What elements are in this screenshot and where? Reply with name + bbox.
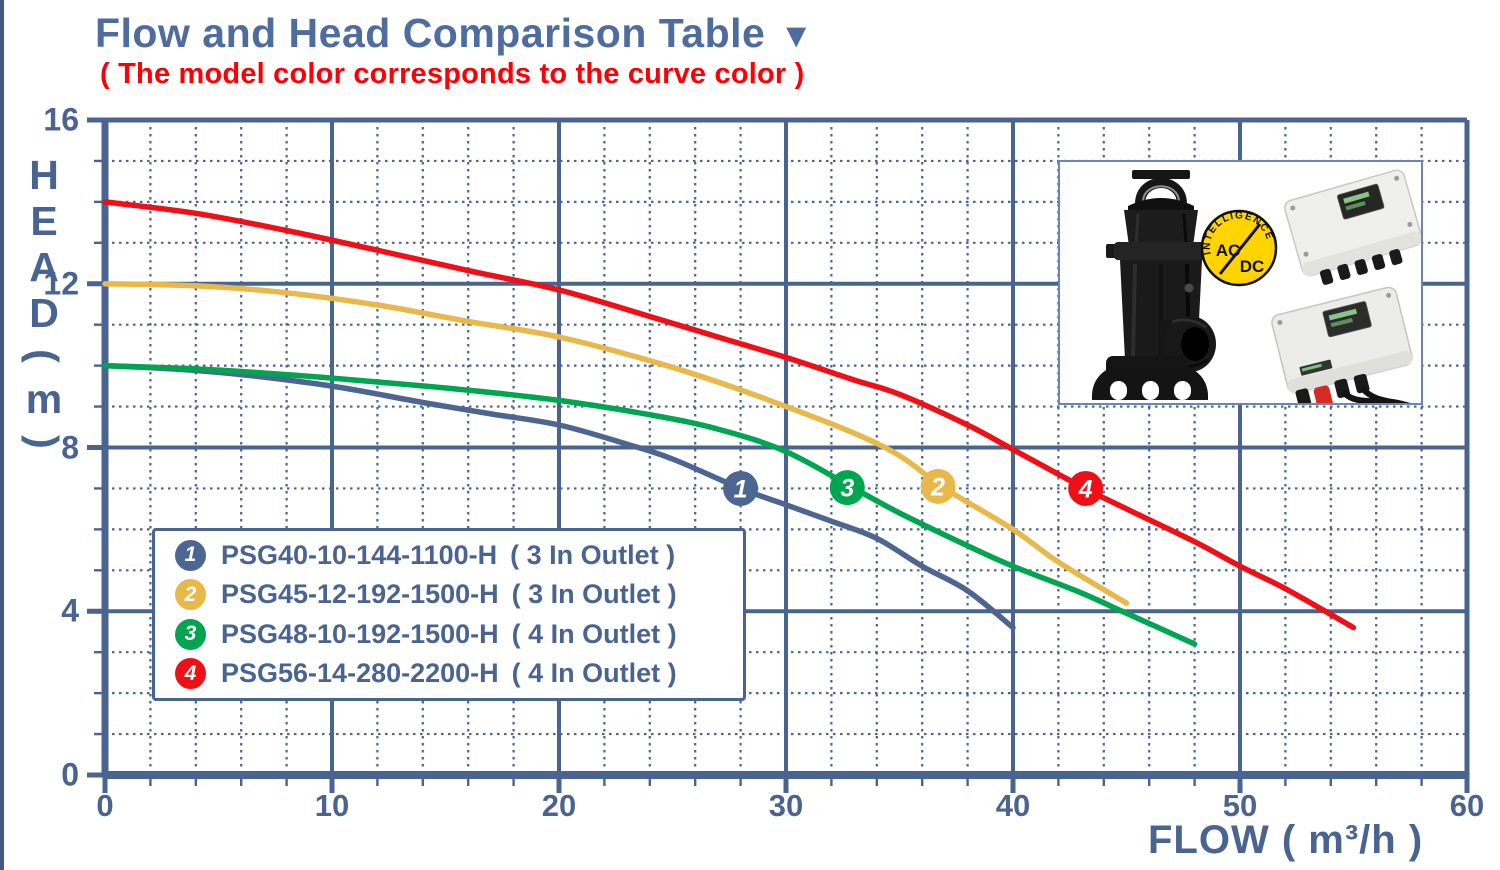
- y-tick-label-4: 4: [61, 592, 79, 629]
- y-axis-label: H E A D ( m): [16, 152, 72, 462]
- legend-marker-4-icon: 4: [175, 658, 206, 690]
- y-tick-label-12: 12: [43, 265, 79, 302]
- legend-label: PSG40-10-144-1100-H( 3 In Outlet ): [221, 539, 676, 570]
- acdc-intelligence-badge: INTELLIGENCE AC DC: [1200, 209, 1278, 287]
- curve-marker-number: 4: [1078, 475, 1093, 503]
- curve-PSG40-10-144-1100-H: [102, 362, 1016, 631]
- x-tick-label-10: 10: [314, 788, 350, 823]
- y-axis-label-char: ): [21, 435, 67, 449]
- legend-item-4: 4 PSG56-14-280-2200-H( 4 In Outlet ): [175, 655, 733, 693]
- curve-marker-2-icon: [920, 468, 956, 504]
- y-tick-label-16: 16: [43, 101, 79, 138]
- y-axis-label-char: H: [29, 152, 59, 198]
- curve-PSG45-12-192-1500-H: [102, 281, 1130, 606]
- x-tick-label-30: 30: [768, 788, 804, 823]
- y-tick-label-0: 0: [61, 756, 79, 793]
- left-edge-border: [0, 0, 4, 870]
- y-axis-label-char: A: [29, 244, 59, 290]
- page-title: Flow and Head Comparison Table ▼: [95, 10, 813, 57]
- y-axis-label-char: (: [21, 349, 67, 363]
- legend-marker-2-icon: 2: [175, 579, 206, 611]
- curve-marker-3-icon: [829, 470, 865, 506]
- controller-box-bottom: [1271, 286, 1421, 403]
- x-tick-label-50: 50: [1222, 788, 1258, 823]
- curve-PSG48-10-192-1500-H: [102, 362, 1198, 647]
- x-tick-label-0: 0: [96, 788, 114, 823]
- legend-marker-1-icon: 1: [175, 539, 206, 571]
- curve-marker-number: 1: [734, 475, 748, 503]
- x-tick-label-60: 60: [1449, 788, 1485, 823]
- svg-text:AC: AC: [1216, 241, 1241, 260]
- legend-item-1: 1 PSG40-10-144-1100-H( 3 In Outlet ): [175, 536, 733, 574]
- legend-item-2: 2 PSG45-12-192-1500-H( 3 In Outlet ): [175, 576, 733, 614]
- chart-legend: 1 PSG40-10-144-1100-H( 3 In Outlet ) 2 P…: [152, 528, 746, 701]
- legend-label: PSG45-12-192-1500-H( 3 In Outlet ): [221, 579, 677, 610]
- y-tick-label-8: 8: [61, 429, 79, 465]
- triangle-down-icon: ▼: [779, 16, 814, 55]
- curve-PSG56-14-280-2200-H: [102, 199, 1357, 631]
- x-tick-label-40: 40: [995, 788, 1031, 823]
- legend-marker-3-icon: 3: [175, 618, 206, 650]
- page-title-text: Flow and Head Comparison Table: [95, 10, 766, 56]
- curve-marker-1-icon: [723, 470, 759, 506]
- product-image-panel: INTELLIGENCE AC DC: [1058, 160, 1423, 405]
- x-tick-label-20: 20: [541, 788, 577, 823]
- svg-text:DC: DC: [1240, 257, 1265, 276]
- curve-marker-number: 2: [930, 473, 945, 501]
- y-axis-label-char: m: [25, 376, 63, 422]
- submersible-pump-image: [1092, 170, 1216, 400]
- controller-box-top: [1284, 169, 1421, 285]
- legend-label: PSG56-14-280-2200-H( 4 In Outlet ): [221, 658, 677, 689]
- y-axis-label-char: E: [30, 198, 58, 244]
- y-axis-label-char: D: [29, 290, 59, 336]
- legend-item-3: 3 PSG48-10-192-1500-H( 4 In Outlet ): [175, 615, 733, 653]
- page-subtitle: ( The model color corresponds to the cur…: [100, 58, 805, 90]
- legend-label: PSG48-10-192-1500-H( 4 In Outlet ): [221, 618, 677, 649]
- curve-marker-number: 3: [840, 475, 854, 503]
- curve-marker-4-icon: [1068, 470, 1104, 506]
- x-axis-label: FLOW ( m³/h ): [1148, 818, 1424, 862]
